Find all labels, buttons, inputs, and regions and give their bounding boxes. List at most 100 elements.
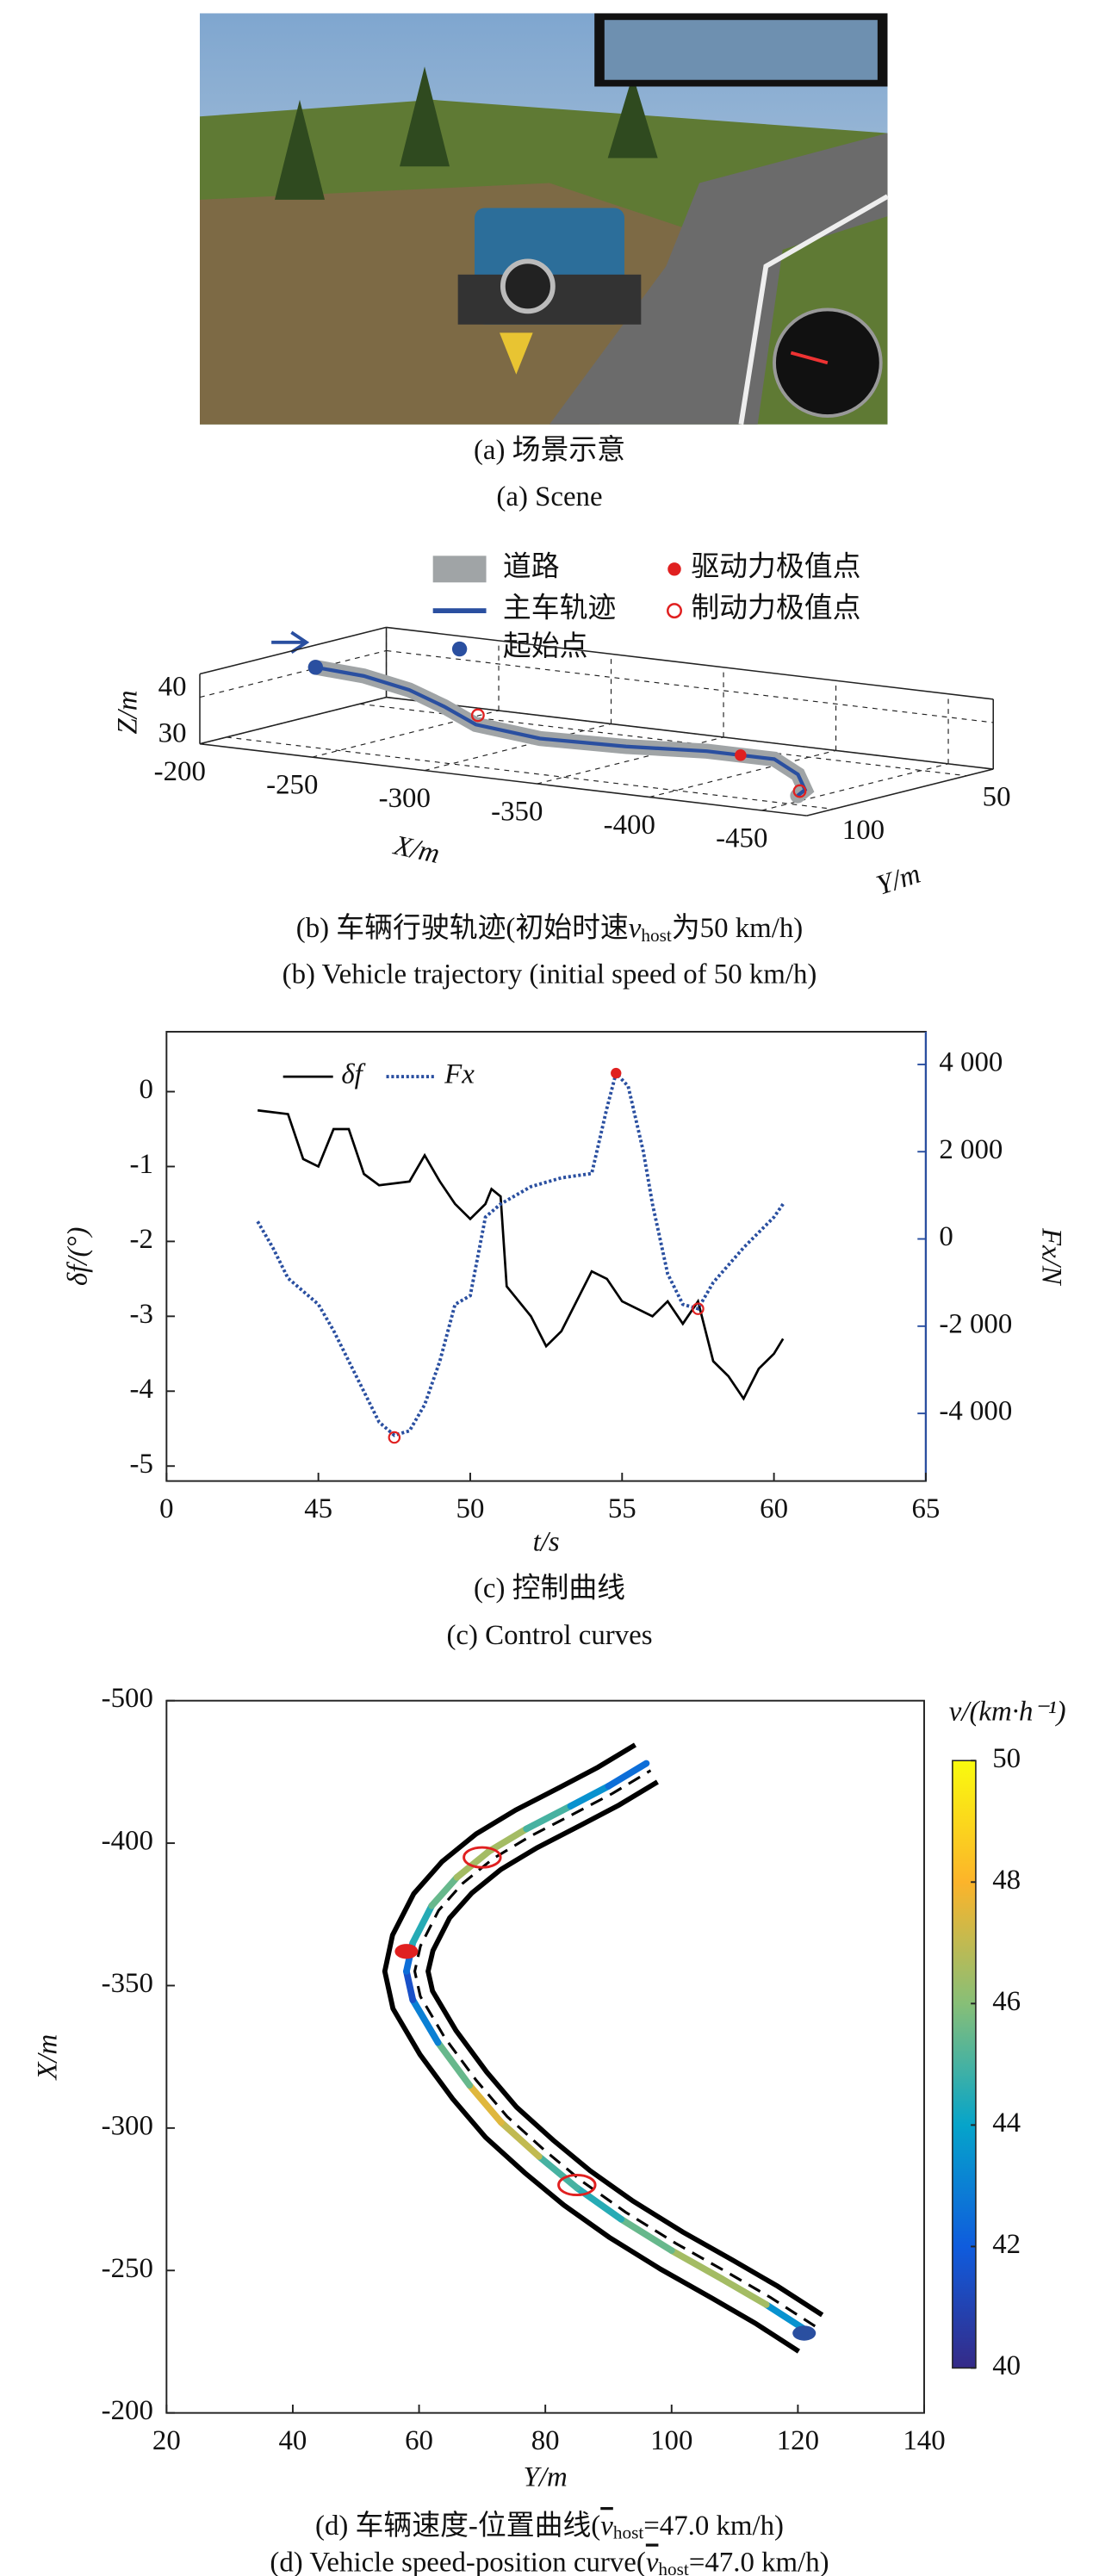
grid-line bbox=[199, 649, 387, 698]
grid-line bbox=[761, 763, 949, 811]
trajectory-segment bbox=[535, 2153, 581, 2192]
x-tick-label: 45 bbox=[304, 1493, 332, 1524]
axis-box bbox=[386, 626, 994, 700]
y2-tick-label: -2 000 bbox=[939, 1308, 1012, 1339]
trajectory-segment bbox=[403, 1968, 417, 2003]
speedometer bbox=[773, 307, 883, 418]
z-axis-label: Z/m bbox=[112, 690, 143, 734]
trajectory-segment bbox=[497, 2119, 543, 2160]
axis-box bbox=[386, 696, 994, 770]
trajectory-segment bbox=[523, 1803, 574, 1833]
colorbar bbox=[952, 1760, 977, 2369]
trajectory-segment bbox=[409, 1996, 442, 2046]
x-tick-label: -400 bbox=[604, 810, 655, 841]
series-line bbox=[256, 1070, 785, 1437]
colorbar-tick-label: 42 bbox=[992, 2229, 1021, 2260]
trajectory-segment bbox=[428, 1873, 461, 1909]
brake-peak bbox=[692, 1302, 705, 1315]
caption-part: host bbox=[641, 925, 672, 946]
caption-a-en: (a) Scene bbox=[496, 481, 602, 512]
axis-box bbox=[806, 768, 994, 816]
x-tick-label: 140 bbox=[903, 2425, 945, 2456]
caption-c-en: (c) Control curves bbox=[446, 1620, 652, 1651]
x-tick-label: 120 bbox=[777, 2425, 819, 2456]
x-axis-label: Y/m bbox=[524, 2461, 568, 2492]
brake-peak bbox=[557, 2173, 597, 2197]
y-tick-label: 0 bbox=[139, 1074, 152, 1105]
brake-peak bbox=[463, 1846, 502, 1869]
y-tick-label: -2 bbox=[129, 1224, 152, 1255]
colorbar-tick-label: 46 bbox=[992, 1986, 1021, 2017]
series-line bbox=[257, 1108, 785, 1401]
x-tick-label: 40 bbox=[279, 2425, 307, 2456]
x-tick-label: 100 bbox=[650, 2425, 692, 2456]
trajectory-segment bbox=[434, 2039, 474, 2089]
y-tick-label: -200 bbox=[102, 2395, 153, 2426]
y2-tick-label: 4 000 bbox=[939, 1046, 1003, 1077]
trajectory bbox=[314, 665, 808, 798]
x-tick-label: -200 bbox=[154, 756, 206, 787]
y2-tick-label: 0 bbox=[939, 1221, 953, 1252]
tree bbox=[607, 74, 658, 158]
tree bbox=[400, 66, 450, 167]
caption-part: v bbox=[629, 913, 642, 944]
drive-peak bbox=[611, 1067, 622, 1079]
x-tick-label: 20 bbox=[152, 2425, 181, 2456]
brake-peak bbox=[470, 708, 485, 723]
x-tick-label: 50 bbox=[456, 1493, 485, 1524]
trajectory-segment bbox=[409, 1902, 436, 1946]
colorbar-tick-label: 48 bbox=[992, 1865, 1021, 1896]
y-tick-label: -5 bbox=[129, 1449, 152, 1480]
trajectory-segment bbox=[485, 1825, 531, 1855]
road-line bbox=[738, 194, 889, 425]
legend-brake-swatch bbox=[667, 603, 682, 619]
y-axis-label: Y/m bbox=[872, 859, 924, 902]
legend-label: 驱动力极值点 bbox=[691, 550, 860, 582]
spare-tire bbox=[500, 258, 556, 314]
y-tick-label: 50 bbox=[983, 781, 1011, 812]
trajectory-segment bbox=[605, 1760, 650, 1790]
x-tick-label: 60 bbox=[405, 2425, 433, 2456]
y-tick-label: -4 bbox=[129, 1374, 152, 1405]
legend-b: 道路 主车轨迹 起始点 驱动力极值点 制动力极值点 bbox=[432, 550, 860, 662]
z-tick-label: 30 bbox=[158, 718, 187, 749]
drive-peak bbox=[394, 1944, 419, 1959]
x-tick-label: 60 bbox=[760, 1493, 788, 1524]
caption-b-zh: (b) 车辆行驶轨迹(初始时速vhost为50 km/h) bbox=[296, 912, 803, 946]
colorbar-tick-label: 40 bbox=[992, 2350, 1021, 2381]
brake-peak bbox=[792, 784, 807, 798]
drive-peak bbox=[735, 749, 747, 761]
y2-axis-label: Fx/N bbox=[1035, 1227, 1066, 1287]
y-tick-label: -300 bbox=[102, 2110, 153, 2141]
y-tick-label: -400 bbox=[102, 1826, 153, 1857]
legend-start-swatch bbox=[451, 641, 468, 657]
legend-label: δf bbox=[341, 1059, 365, 1090]
y2-tick-label: 2 000 bbox=[939, 1134, 1003, 1165]
y-tick-label: -500 bbox=[102, 1683, 153, 1714]
trajectory-segment bbox=[567, 1783, 612, 1809]
y-tick-label: -250 bbox=[102, 2253, 153, 2284]
x-tick-label: 55 bbox=[608, 1493, 636, 1524]
caption-b-en: (b) Vehicle trajectory (initial speed of… bbox=[283, 959, 817, 990]
road-mark bbox=[500, 332, 533, 375]
z-tick-label: 40 bbox=[158, 671, 187, 702]
x-tick-label: -250 bbox=[266, 769, 318, 800]
y-axis-label: X/m bbox=[33, 2034, 64, 2082]
caption-d-zh: (d) 车辆速度-位置曲线(vhost=47.0 km/h) bbox=[315, 2510, 784, 2543]
x-tick-label: -350 bbox=[491, 796, 543, 827]
x-tick-label: 0 bbox=[159, 1493, 173, 1524]
y2-tick-label: -4 000 bbox=[939, 1396, 1012, 1427]
y-tick-label: -3 bbox=[129, 1299, 152, 1330]
x-axis-label: t/s bbox=[533, 1527, 560, 1558]
mirror-view bbox=[604, 20, 878, 80]
direction-arrow bbox=[271, 630, 310, 655]
colorbar-tick-label: 44 bbox=[992, 2107, 1021, 2138]
road bbox=[550, 133, 888, 425]
x-tick-label: 80 bbox=[531, 2425, 560, 2456]
legend-label: 制动力极值点 bbox=[691, 593, 860, 624]
caption-part: (b) 车辆行驶轨迹(初始时速 bbox=[296, 912, 629, 944]
caption-part: =47.0 km/h) bbox=[689, 2547, 829, 2576]
caption-part: v bbox=[600, 2511, 613, 2542]
